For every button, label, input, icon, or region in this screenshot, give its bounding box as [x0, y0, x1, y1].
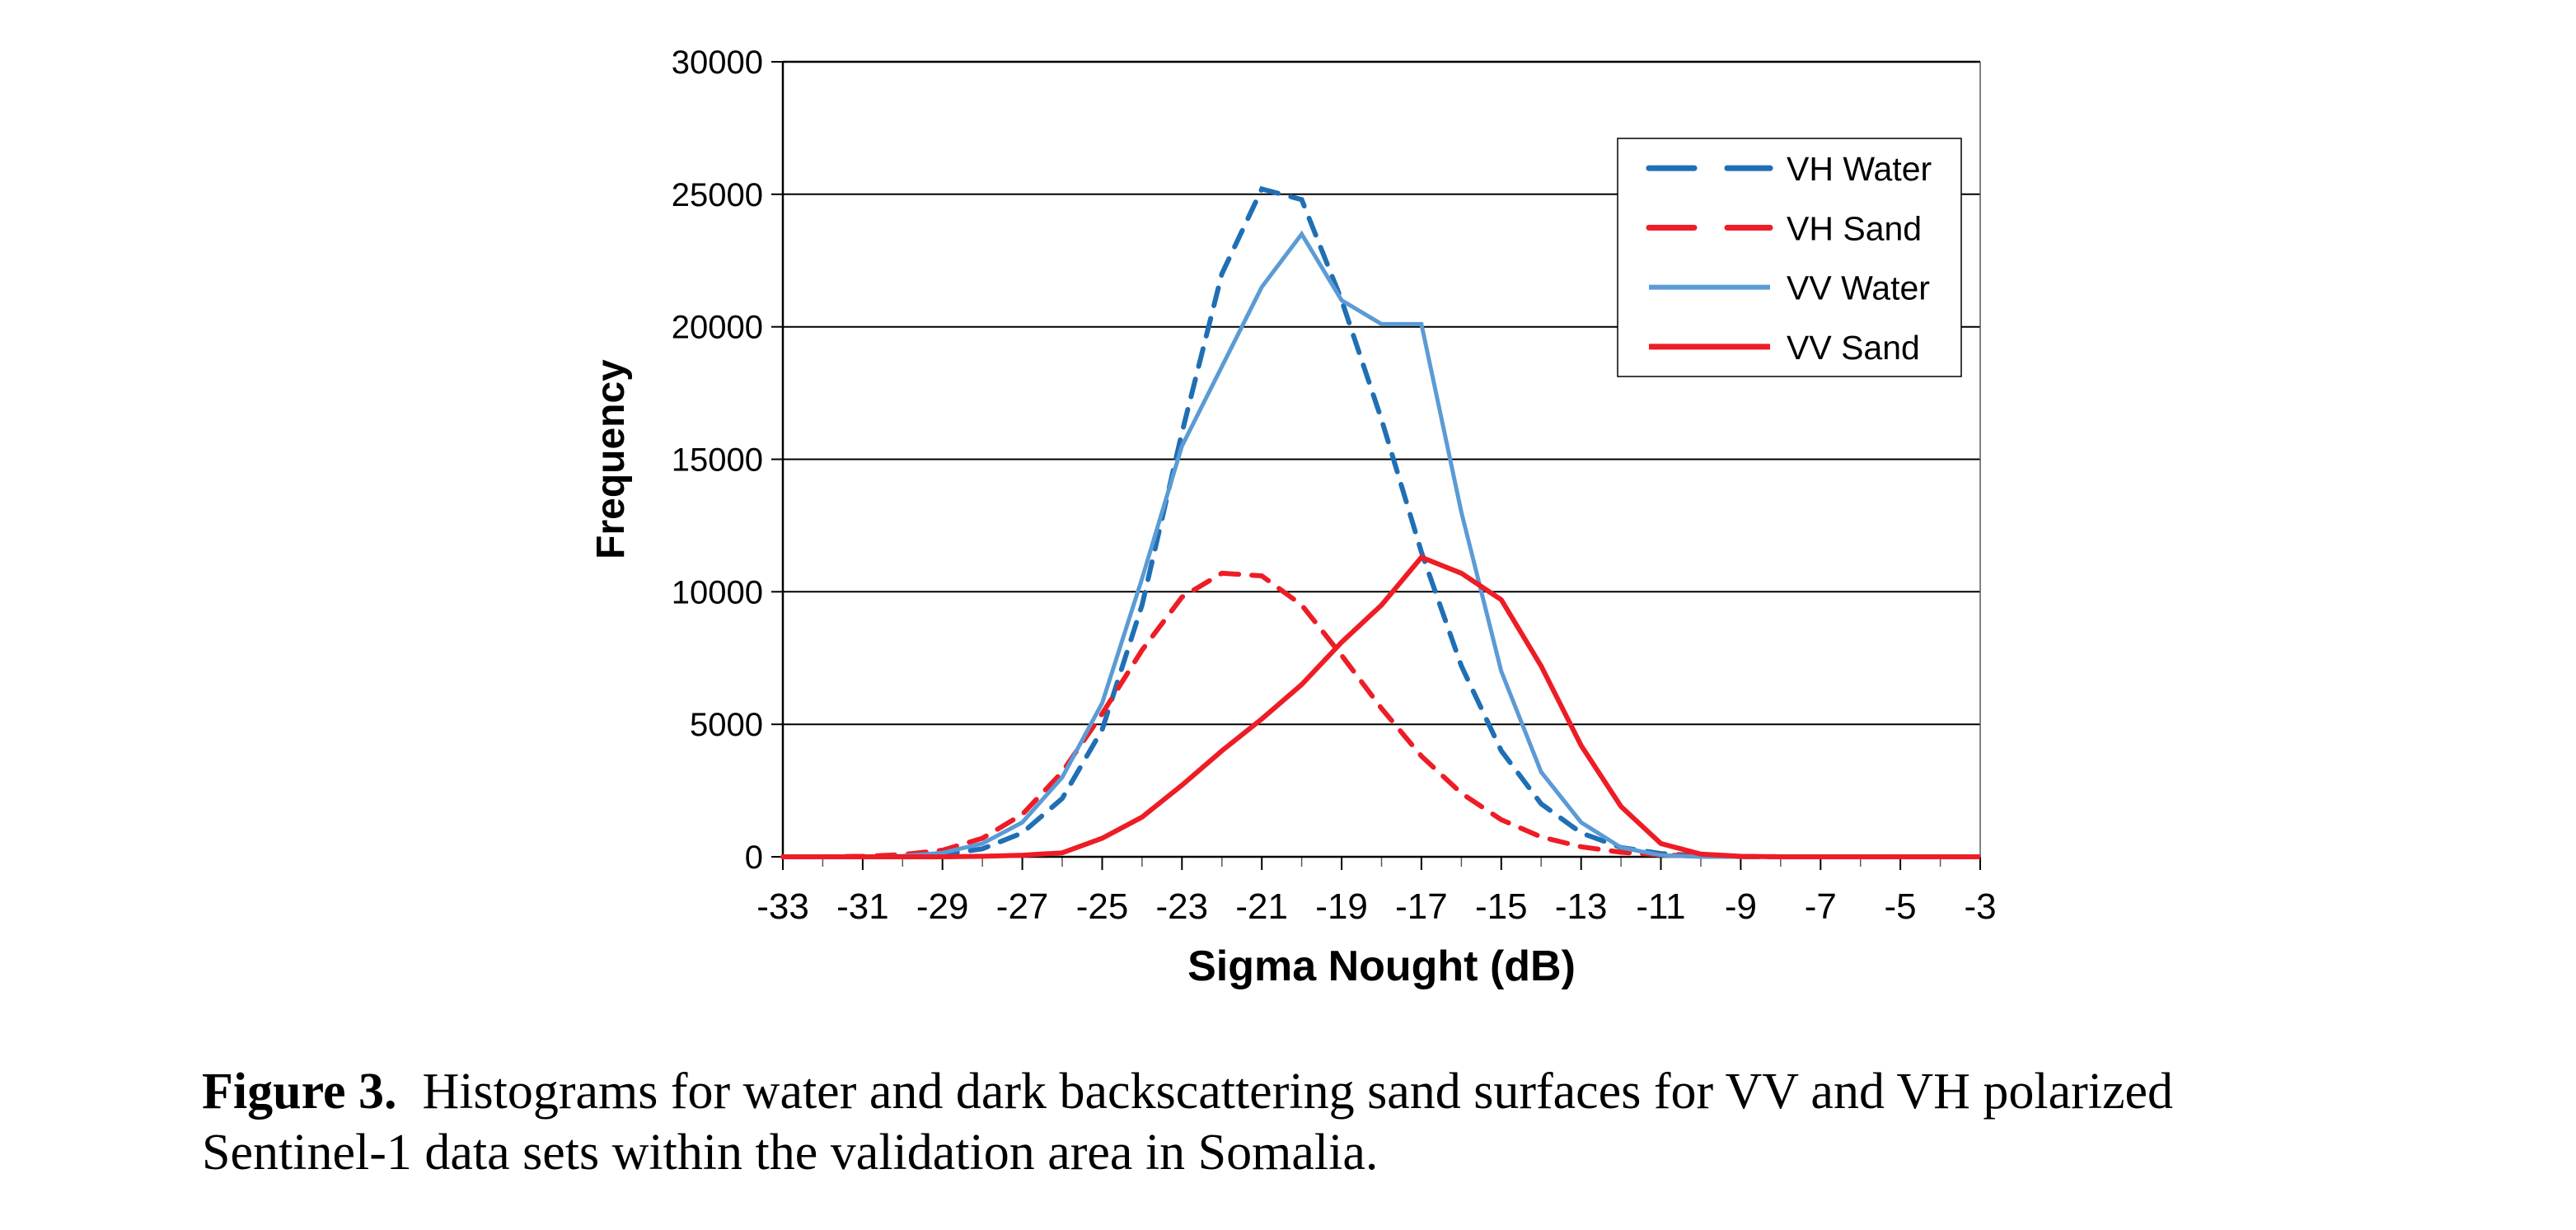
svg-text:-33: -33	[756, 886, 809, 927]
svg-text:-23: -23	[1156, 886, 1209, 927]
svg-text:20000: 20000	[672, 310, 763, 346]
svg-text:Frequency: Frequency	[589, 359, 633, 559]
svg-text:VH Water: VH Water	[1787, 150, 1932, 188]
svg-text:-13: -13	[1555, 886, 1608, 927]
svg-text:-31: -31	[836, 886, 889, 927]
svg-text:-7: -7	[1805, 886, 1837, 927]
svg-text:-3: -3	[1964, 886, 1996, 927]
svg-text:30000: 30000	[672, 44, 763, 81]
svg-text:10000: 10000	[672, 574, 763, 610]
svg-text:Sigma Nought (dB): Sigma Nought (dB)	[1187, 942, 1576, 990]
svg-text:VH Sand: VH Sand	[1787, 209, 1922, 247]
svg-text:VV Water: VV Water	[1787, 269, 1930, 307]
svg-text:-19: -19	[1315, 886, 1368, 927]
svg-text:-17: -17	[1395, 886, 1448, 927]
svg-text:-21: -21	[1235, 886, 1288, 927]
svg-text:VV Sand: VV Sand	[1787, 329, 1920, 367]
svg-text:-25: -25	[1076, 886, 1129, 927]
svg-text:-27: -27	[996, 886, 1049, 927]
svg-text:5000: 5000	[690, 707, 763, 743]
svg-text:0: 0	[745, 839, 763, 876]
svg-text:-5: -5	[1885, 886, 1917, 927]
svg-text:25000: 25000	[672, 177, 763, 213]
svg-text:-29: -29	[916, 886, 969, 927]
svg-text:-15: -15	[1475, 886, 1528, 927]
svg-text:-9: -9	[1725, 886, 1757, 927]
svg-text:-11: -11	[1636, 886, 1685, 927]
svg-text:15000: 15000	[672, 442, 763, 479]
